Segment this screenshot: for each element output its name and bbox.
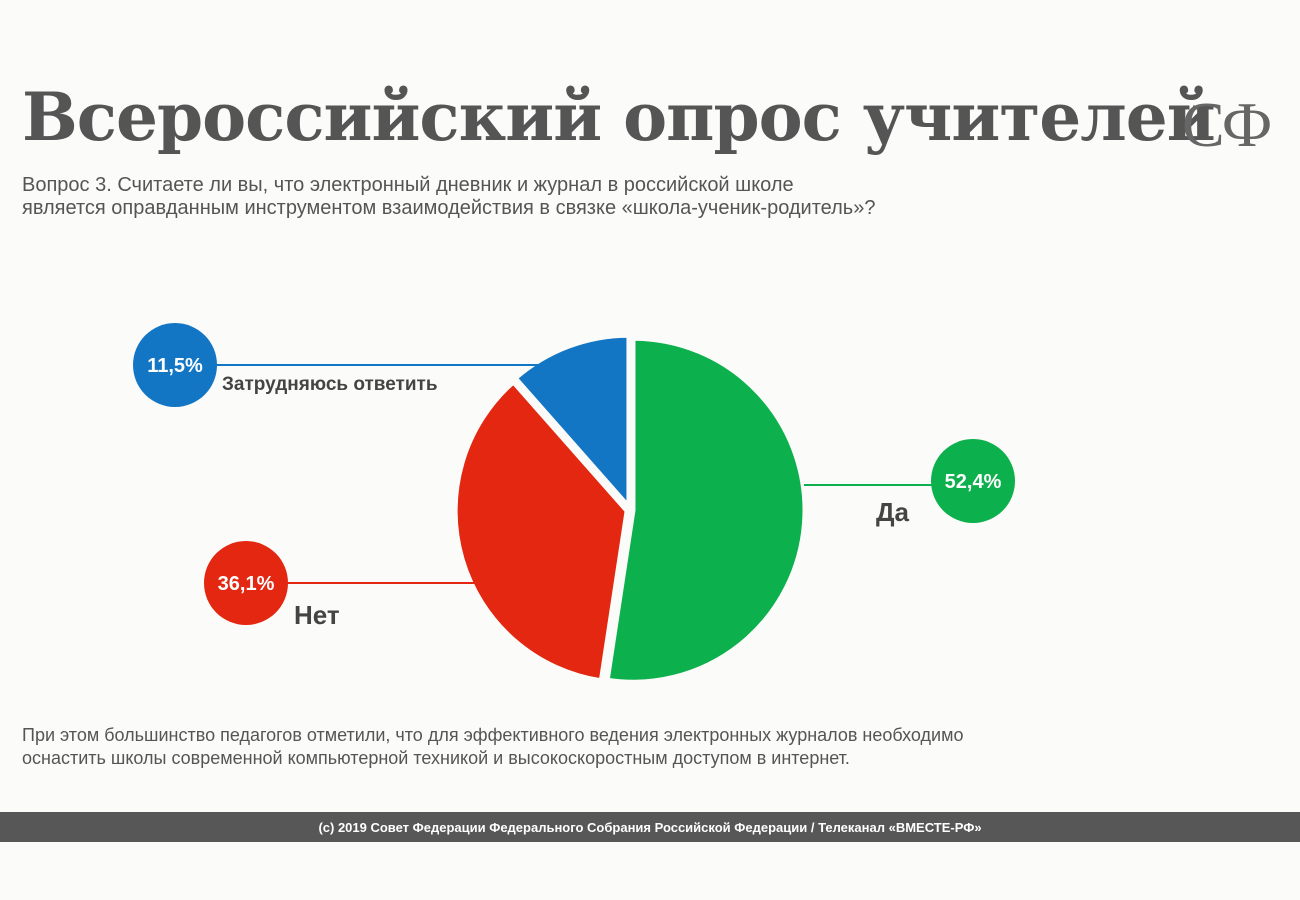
value-label-yes: 52,4% (945, 471, 1002, 493)
question-line-2: является оправданным инструментом взаимо… (22, 197, 876, 219)
footnote: При этом большинство педагогов отметили,… (22, 724, 1122, 770)
pie-slice-yes (604, 335, 808, 685)
value-badge-yes (931, 439, 1015, 523)
category-label-yes: Да (876, 497, 910, 527)
page-title: Всероссийский опрос учителей (22, 78, 1216, 156)
footnote-line-2: оснастить школы современной компьютерной… (22, 748, 850, 768)
footer-copyright: (c) 2019 Совет Федерации Федерального Со… (318, 819, 982, 835)
question-text: Вопрос 3. Считаете ли вы, что электронны… (22, 174, 1122, 220)
footer-bar: (c) 2019 Совет Федерации Федерального Со… (0, 812, 1300, 842)
footnote-line-1: При этом большинство педагогов отметили,… (22, 725, 964, 745)
value-label-unsure: 11,5% (147, 355, 203, 377)
value-label-no: 36,1% (218, 573, 275, 595)
category-label-no: Нет (294, 600, 340, 630)
pie-slice-no (452, 379, 630, 684)
question-line-1: Вопрос 3. Считаете ли вы, что электронны… (22, 174, 794, 196)
value-badge-no (204, 541, 288, 625)
logo: СФ (1182, 89, 1272, 160)
pie-slice-unsure (512, 332, 632, 510)
category-label-unsure: Затрудняюсь ответить (222, 374, 438, 395)
value-badge-unsure (133, 323, 217, 407)
